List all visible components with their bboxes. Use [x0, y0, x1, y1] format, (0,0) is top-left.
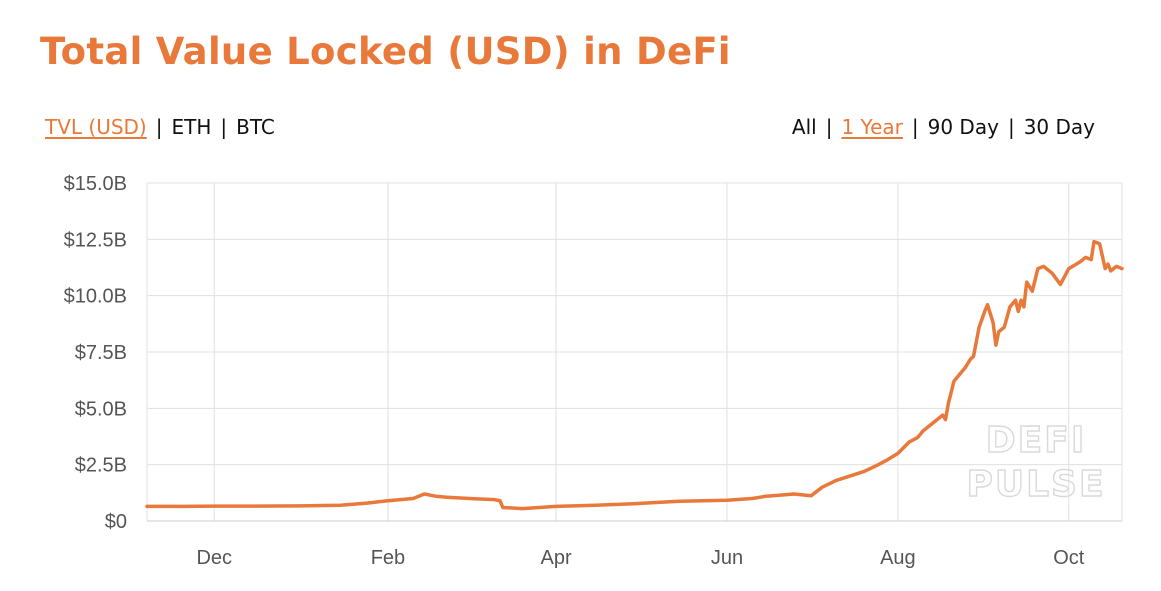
y-tick-label: $12.5B [64, 229, 127, 251]
x-tick-label: Aug [880, 547, 916, 569]
x-axis-ticks: Dec Feb Apr Jun Aug Oct [196, 547, 1084, 569]
y-axis-ticks: $0 $2.5B $5.0B $7.5B $10.0B $12.5B $15.0B [64, 173, 127, 533]
separator: | [1007, 115, 1015, 139]
x-tick-label: Feb [371, 547, 405, 569]
btc-toggle[interactable]: BTC [236, 115, 275, 139]
series-layer [145, 239, 1124, 511]
x-tick-label: Apr [540, 547, 571, 569]
currency-toggle-group: TVL (USD) | ETH | BTC [45, 115, 275, 139]
x-tick-label: Dec [196, 547, 232, 569]
range-all-toggle[interactable]: All [791, 115, 817, 139]
page-title: Total Value Locked (USD) in DeFi [40, 30, 731, 73]
tvl-series-line [145, 239, 1124, 511]
range-toggle-group: All | 1 Year | 90 Day | 30 Day [792, 115, 1095, 139]
separator: | [155, 115, 163, 139]
watermark-line-2: PULSE [966, 464, 1105, 505]
y-tick-label: $2.5B [75, 455, 127, 477]
y-tick-label: $0 [105, 511, 127, 533]
range-30-day-toggle[interactable]: 30 Day [1023, 115, 1095, 139]
watermark-line-1: DEFI [986, 420, 1086, 461]
grid [146, 182, 1123, 522]
separator: | [825, 115, 833, 139]
defi-pulse-watermark: DEFI PULSE [966, 419, 1105, 505]
y-tick-label: $10.0B [64, 286, 127, 308]
range-90-day-toggle[interactable]: 90 Day [927, 115, 999, 139]
separator: | [911, 115, 919, 139]
y-tick-label: $7.5B [75, 342, 127, 364]
x-tick-label: Oct [1053, 547, 1085, 569]
y-tick-label: $15.0B [64, 173, 127, 195]
y-tick-label: $5.0B [75, 398, 127, 420]
range-1-year-toggle[interactable]: 1 Year [841, 115, 903, 139]
tvl-usd-toggle[interactable]: TVL (USD) [45, 115, 147, 139]
eth-toggle[interactable]: ETH [171, 115, 212, 139]
separator: | [220, 115, 228, 139]
x-tick-label: Jun [711, 547, 743, 569]
